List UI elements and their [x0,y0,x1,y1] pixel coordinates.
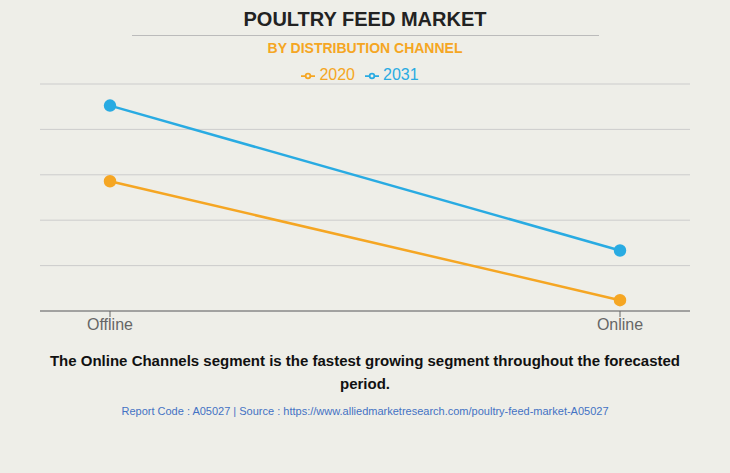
svg-text:Online: Online [597,316,643,333]
html-text:The Online Channels segment is: The Online Channels segment is the faste… [50,352,680,392]
html-text:Report Code : A05027 | Source: Report Code : A05027 | Source : https://… [121,405,609,417]
html-text:BY DISTRIBUTION CHANNEL: BY DISTRIBUTION CHANNEL [267,40,463,56]
svg-text:Offline: Offline [87,316,133,333]
html-text:2020: 2020 [319,66,355,83]
html-text:2031: 2031 [383,66,419,83]
html-text:POULTRY FEED MARKET: POULTRY FEED MARKET [243,8,487,30]
